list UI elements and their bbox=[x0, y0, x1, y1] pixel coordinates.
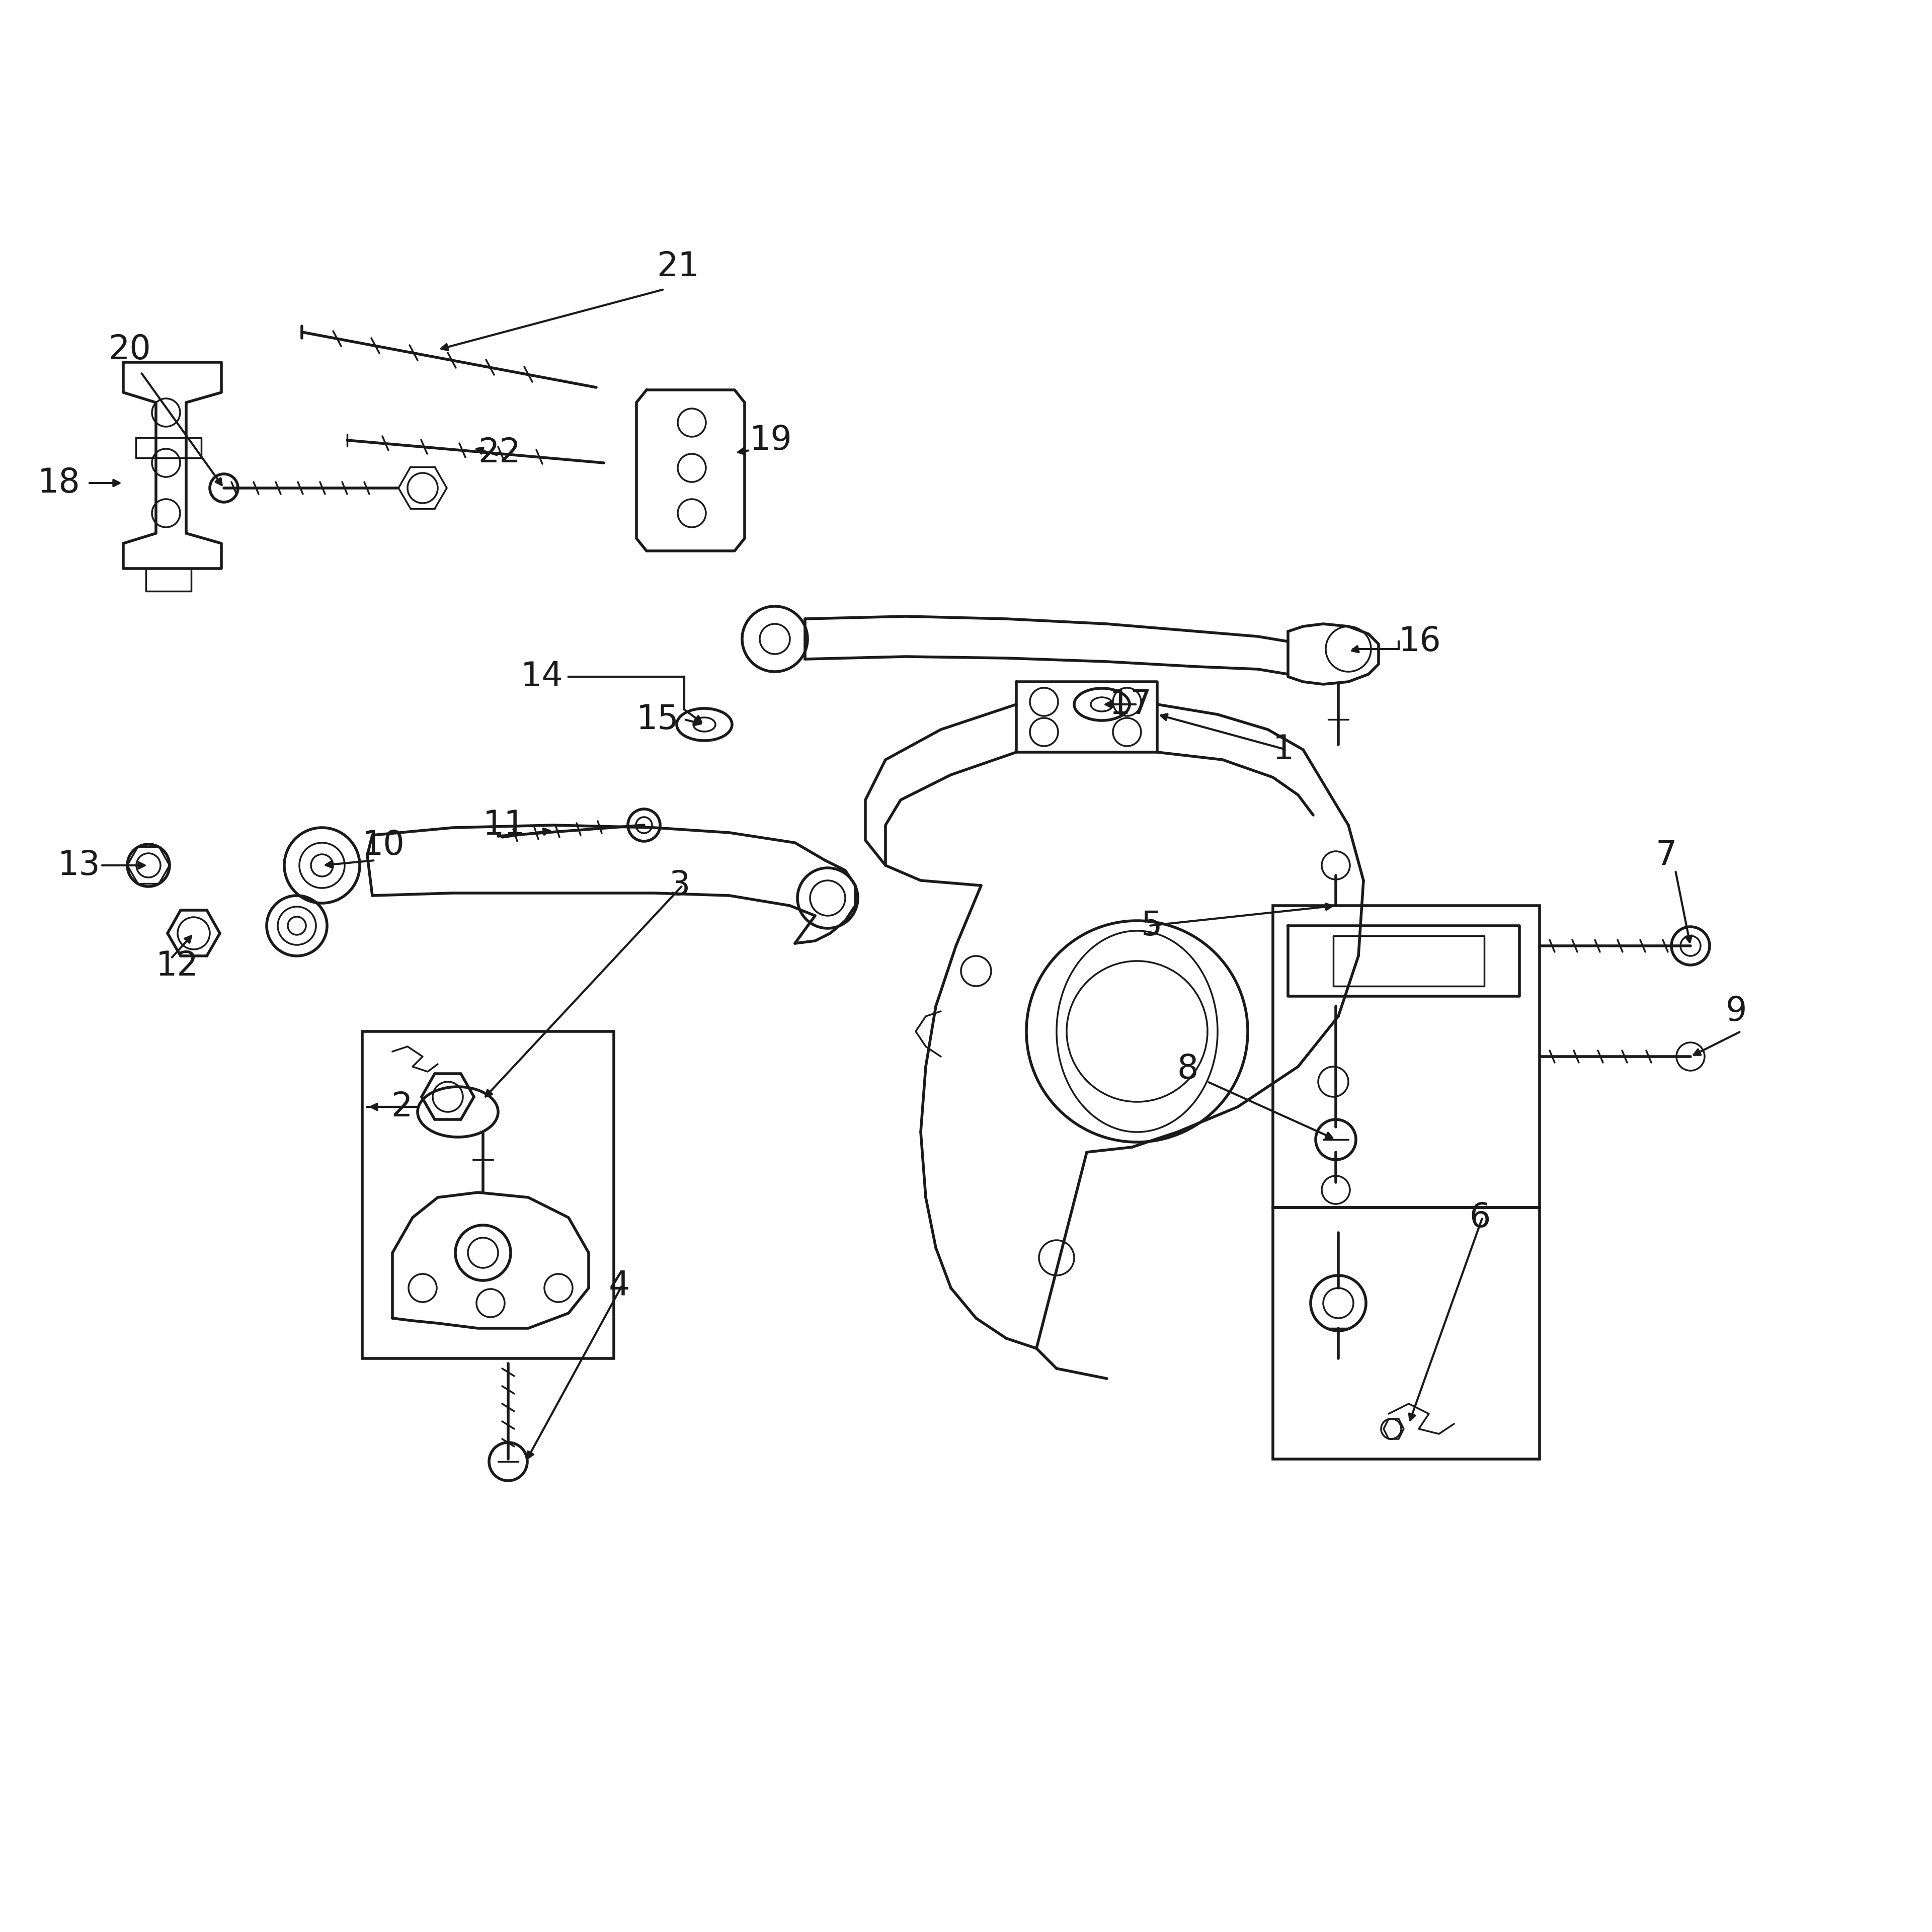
Text: 5: 5 bbox=[1140, 910, 1163, 943]
Text: 8: 8 bbox=[1177, 1053, 1198, 1086]
Text: 3: 3 bbox=[668, 869, 690, 902]
Text: 9: 9 bbox=[1725, 995, 1747, 1028]
Text: 2: 2 bbox=[392, 1090, 413, 1124]
Text: 10: 10 bbox=[363, 829, 406, 862]
Text: 22: 22 bbox=[477, 437, 520, 469]
Text: 20: 20 bbox=[108, 332, 151, 367]
Text: 19: 19 bbox=[750, 423, 792, 456]
Text: 13: 13 bbox=[58, 848, 100, 883]
Text: 16: 16 bbox=[1399, 624, 1441, 659]
Bar bbox=[1273, 906, 1540, 1208]
Text: 7: 7 bbox=[1656, 838, 1677, 871]
Text: 15: 15 bbox=[636, 703, 680, 736]
Bar bbox=[1273, 1208, 1540, 1459]
Text: 14: 14 bbox=[522, 661, 564, 694]
Text: 11: 11 bbox=[483, 808, 526, 842]
Text: 1: 1 bbox=[1273, 732, 1294, 767]
Text: 17: 17 bbox=[1109, 688, 1151, 721]
Text: 18: 18 bbox=[39, 466, 81, 500]
Text: 12: 12 bbox=[156, 949, 199, 983]
Text: 4: 4 bbox=[609, 1269, 630, 1302]
Text: 21: 21 bbox=[657, 249, 699, 284]
Bar bbox=[363, 1032, 614, 1358]
Text: 6: 6 bbox=[1468, 1202, 1490, 1235]
